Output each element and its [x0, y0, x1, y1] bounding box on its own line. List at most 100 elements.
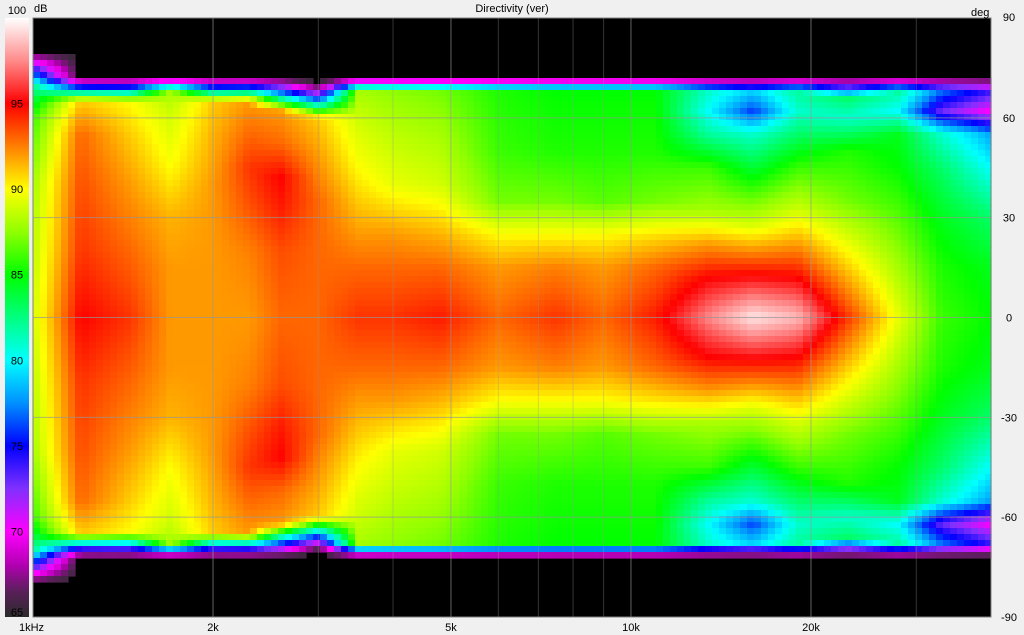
heatmap-cell — [243, 312, 251, 319]
heatmap-cell — [208, 84, 216, 91]
heatmap-cell — [355, 510, 363, 517]
heatmap-cell — [138, 180, 146, 187]
heatmap-cell — [96, 498, 104, 505]
heatmap-cell — [96, 198, 104, 205]
heatmap-cell — [313, 186, 321, 193]
heatmap-cell — [299, 222, 307, 229]
heatmap-cell — [404, 336, 412, 343]
heatmap-cell — [236, 450, 244, 457]
heatmap-cell — [306, 540, 314, 547]
heatmap-cell — [159, 144, 167, 151]
heatmap-cell — [215, 258, 223, 265]
heatmap-cell — [222, 360, 230, 367]
heatmap-cell — [397, 222, 405, 229]
heatmap-cell — [201, 216, 209, 223]
heatmap-cell — [243, 546, 251, 553]
heatmap-cell — [40, 396, 48, 403]
heatmap-cell — [320, 330, 328, 337]
heatmap-cell — [40, 90, 48, 97]
heatmap-cell — [110, 420, 118, 427]
heatmap-cell — [446, 402, 454, 409]
heatmap-cell — [40, 60, 48, 67]
heatmap-cell — [313, 384, 321, 391]
heatmap-cell — [222, 366, 230, 373]
heatmap-cell — [54, 192, 62, 199]
heatmap-cell — [166, 510, 174, 517]
heatmap-cell — [208, 306, 216, 313]
heatmap-cell — [110, 192, 118, 199]
heatmap-cell — [152, 534, 160, 541]
heatmap-cell — [40, 276, 48, 283]
heatmap-cell — [96, 480, 104, 487]
heatmap-cell — [306, 168, 314, 175]
heatmap-cell — [418, 342, 426, 349]
heatmap-cell — [145, 102, 153, 109]
heatmap-cell — [54, 294, 62, 301]
heatmap-cell — [306, 522, 314, 529]
heatmap-cell — [229, 468, 237, 475]
heatmap-cell — [446, 546, 454, 553]
heatmap-cell — [362, 426, 370, 433]
heatmap-cell — [215, 372, 223, 379]
heatmap-cell — [68, 366, 76, 373]
heatmap-cell — [376, 108, 384, 115]
heatmap-cell — [117, 282, 125, 289]
heatmap-cell — [243, 150, 251, 157]
heatmap-cell — [103, 228, 111, 235]
heatmap-cell — [334, 492, 342, 499]
heatmap-cell — [376, 330, 384, 337]
heatmap-cell — [208, 324, 216, 331]
heatmap-cell — [320, 438, 328, 445]
heatmap-cell — [327, 510, 335, 517]
heatmap-cell — [229, 108, 237, 115]
heatmap-cell — [355, 420, 363, 427]
heatmap-cell — [187, 276, 195, 283]
heatmap-cell — [453, 444, 461, 451]
heatmap-cell — [243, 498, 251, 505]
heatmap-cell — [299, 342, 307, 349]
heatmap-cell — [306, 306, 314, 313]
heatmap-cell — [47, 516, 55, 523]
heatmap-cell — [362, 282, 370, 289]
heatmap-cell — [369, 546, 377, 553]
heatmap-cell — [362, 456, 370, 463]
heatmap-cell — [320, 252, 328, 259]
heatmap-cell — [47, 468, 55, 475]
heatmap-cell — [362, 192, 370, 199]
heatmap-cell — [341, 498, 349, 505]
heatmap-cell — [439, 510, 447, 517]
heatmap-cell — [103, 90, 111, 97]
heatmap-cell — [320, 102, 328, 109]
heatmap-cell — [362, 438, 370, 445]
heatmap-cell — [376, 474, 384, 481]
heatmap-cell — [75, 276, 83, 283]
heatmap-cell — [313, 246, 321, 253]
heatmap-cell — [334, 354, 342, 361]
heatmap-cell — [383, 144, 391, 151]
heatmap-cell — [222, 84, 230, 91]
heatmap-cell — [425, 366, 433, 373]
heatmap-cell — [250, 168, 258, 175]
heatmap-cell — [397, 78, 405, 85]
heatmap-cell — [341, 84, 349, 91]
heatmap-cell — [425, 552, 433, 559]
heatmap-cell — [453, 252, 461, 259]
heatmap-cell — [124, 396, 132, 403]
heatmap-cell — [369, 354, 377, 361]
heatmap-cell — [355, 264, 363, 271]
heatmap-cell — [432, 516, 440, 523]
heatmap-cell — [404, 450, 412, 457]
heatmap-cell — [222, 432, 230, 439]
heatmap-cell — [201, 90, 209, 97]
heatmap-cell — [138, 360, 146, 367]
heatmap-cell — [145, 114, 153, 121]
heatmap-cell — [320, 162, 328, 169]
heatmap-cell — [89, 306, 97, 313]
heatmap-cell — [117, 144, 125, 151]
heatmap-cell — [159, 342, 167, 349]
heatmap-cell — [292, 222, 300, 229]
heatmap-cell — [194, 216, 202, 223]
heatmap-cell — [404, 264, 412, 271]
heatmap-cell — [257, 228, 265, 235]
heatmap-cell — [460, 348, 468, 355]
